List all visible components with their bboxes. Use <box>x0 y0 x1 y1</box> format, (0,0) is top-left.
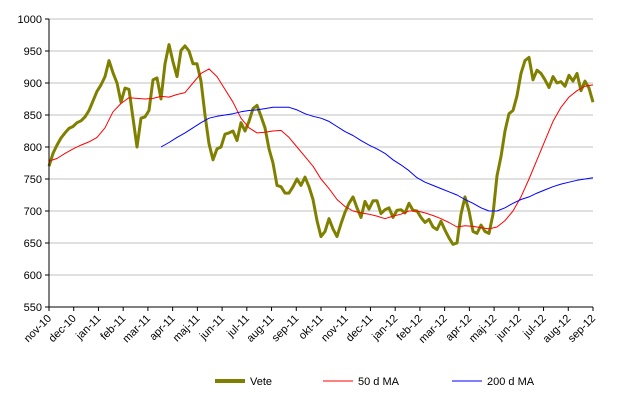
y-tick-label: 550 <box>24 302 42 314</box>
y-axis-ticks: 550 600 650 700 750 800 850 900 950 1000 <box>18 14 49 314</box>
y-tick-label: 900 <box>24 78 42 90</box>
y-tick-label: 600 <box>24 270 42 282</box>
y-tick-label: 650 <box>24 238 42 250</box>
y-tick-label: 950 <box>24 46 42 58</box>
x-tick-label: maj-11 <box>171 313 203 345</box>
series-line-200-d-ma <box>160 106 594 212</box>
x-tick-label: jun-11 <box>197 313 227 343</box>
series-line-vete <box>47 43 595 246</box>
x-tick-label: jan-11 <box>73 313 103 343</box>
gridlines <box>49 18 593 276</box>
x-tick-label: mar-12 <box>417 313 450 346</box>
x-tick-label: sep-12 <box>566 313 598 345</box>
legend-label: Vete <box>250 376 272 388</box>
x-tick-label: sep-11 <box>270 313 302 345</box>
y-tick-label: 800 <box>24 142 42 154</box>
x-tick-label: mar-11 <box>120 313 153 346</box>
series-line-50-d-ma <box>48 68 594 230</box>
y-tick-label: 700 <box>24 206 42 218</box>
x-axis-ticks: nov-10dec-10jan-11feb-11mar-11apr-11maj-… <box>22 307 598 346</box>
series-lines <box>47 43 595 246</box>
x-tick-label: dec-10 <box>47 313 79 345</box>
legend-label: 200 d MA <box>487 376 535 388</box>
x-tick-label: maj-12 <box>467 313 499 345</box>
x-tick-label: jan-12 <box>369 313 400 344</box>
y-tick-label: 750 <box>24 174 42 186</box>
legend: Vete 50 d MA 200 d MA <box>215 376 535 388</box>
legend-label: 50 d MA <box>358 376 400 388</box>
x-tick-label: dec-11 <box>344 313 376 345</box>
y-tick-label: 850 <box>24 110 42 122</box>
x-tick-label: aug-11 <box>245 313 277 345</box>
axes <box>48 19 593 308</box>
x-tick-label: jun-12 <box>493 313 524 344</box>
y-tick-label: 1000 <box>18 14 42 26</box>
x-tick-label: nov-11 <box>319 313 351 345</box>
